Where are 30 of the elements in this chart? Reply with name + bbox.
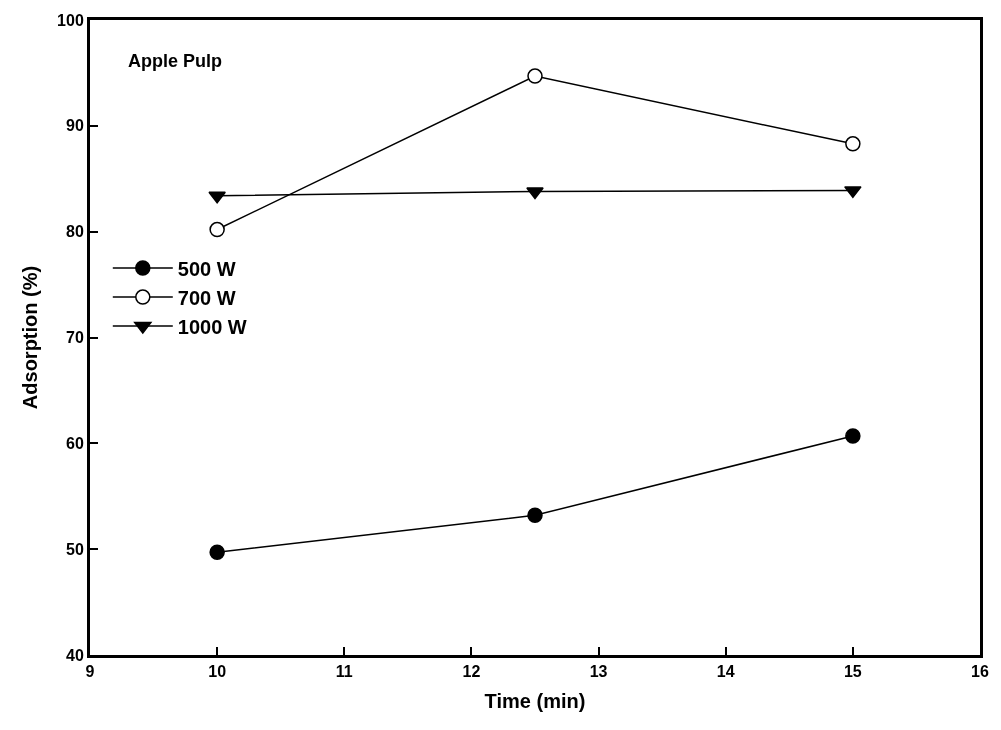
x-tick-label: 14 xyxy=(716,663,735,681)
x-axis-title: Time (min) xyxy=(484,689,586,712)
y-tick-label: 70 xyxy=(66,329,84,347)
point xyxy=(209,221,225,238)
point xyxy=(845,136,861,152)
point xyxy=(527,68,543,84)
x-tick-label: 12 xyxy=(462,663,481,681)
x-tick-label: 10 xyxy=(208,663,227,681)
point xyxy=(209,544,225,561)
point xyxy=(208,191,226,204)
y-tick-label: 80 xyxy=(66,223,84,241)
point xyxy=(526,187,544,200)
y-tick-label: 90 xyxy=(66,117,84,135)
x-tick-label: 16 xyxy=(971,663,989,681)
x-tick-label: 13 xyxy=(589,663,608,681)
point xyxy=(527,507,543,524)
legend-label: 1000 W xyxy=(177,315,247,338)
point xyxy=(844,186,862,199)
legend-label: 700 W xyxy=(177,286,236,309)
y-tick-label: 50 xyxy=(66,540,84,558)
y-tick-label: 60 xyxy=(66,434,84,452)
x-tick-label: 11 xyxy=(335,663,353,681)
x-tick-label: 15 xyxy=(843,663,862,681)
x-tick-label: 9 xyxy=(85,663,95,681)
y-axis-title: Adsorption (%) xyxy=(18,265,41,410)
annotation: Apple Pulp xyxy=(128,51,222,71)
legend-label: 500 W xyxy=(177,257,236,280)
y-tick-label: 40 xyxy=(66,646,84,664)
point xyxy=(845,428,861,444)
y-tick-label: 100 xyxy=(57,11,84,29)
